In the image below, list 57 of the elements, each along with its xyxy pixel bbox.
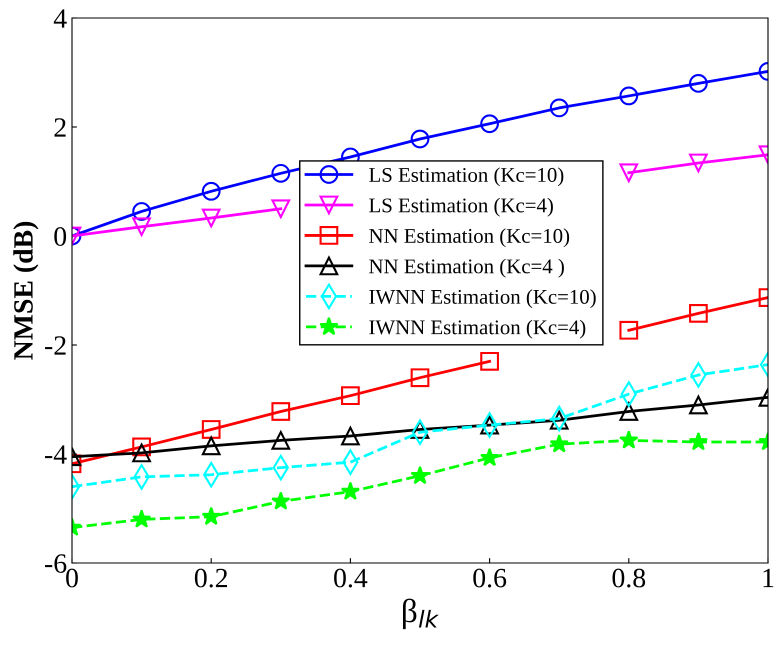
legend-label: IWNN Estimation (Kc=4) <box>369 320 586 339</box>
point <box>619 163 638 182</box>
point <box>689 304 708 323</box>
point <box>271 430 290 450</box>
point <box>132 509 152 528</box>
x-tick-label: 0.8 <box>612 568 646 588</box>
x-tick-label: 0.2 <box>194 568 228 588</box>
point <box>619 402 638 421</box>
point <box>410 466 430 484</box>
point <box>480 416 499 434</box>
x-tick-label: 1 <box>764 568 774 588</box>
point <box>271 491 290 510</box>
point <box>550 98 569 118</box>
point <box>550 410 569 430</box>
x-tick-label: 0.4 <box>334 568 368 588</box>
legend-label: LS Estimation (Kc=4) <box>369 198 553 217</box>
point <box>619 86 638 106</box>
y-tick-label: -2 <box>45 336 66 355</box>
y-tick-label: 0 <box>54 227 66 246</box>
point <box>689 74 708 93</box>
legend-label: LS Estimation (Kc=10) <box>369 167 564 186</box>
point <box>480 114 499 134</box>
point <box>271 199 290 218</box>
y-tick-label: -6 <box>45 554 66 573</box>
y-axis-title: NMSE (dB) <box>13 222 38 360</box>
y-tick-label: 4 <box>54 9 67 28</box>
y-tick-label: -4 <box>45 445 67 464</box>
point <box>341 426 360 446</box>
point <box>132 202 151 221</box>
x-axis-title: β$_{lk}$ <box>402 598 439 630</box>
point <box>410 130 430 148</box>
legend-label: NN Estimation (Kc=4 ) <box>369 258 564 278</box>
point <box>688 432 708 450</box>
point <box>132 217 151 236</box>
point <box>340 482 360 500</box>
legend-label: NN Estimation (Kc=10) <box>369 228 570 248</box>
point <box>202 182 221 201</box>
point <box>132 444 151 462</box>
point <box>202 506 221 526</box>
point <box>271 164 290 183</box>
point <box>410 368 430 388</box>
point <box>689 154 708 172</box>
point <box>132 438 151 456</box>
point <box>202 420 221 439</box>
point <box>341 386 360 406</box>
point <box>480 448 500 466</box>
point <box>619 320 638 340</box>
point <box>550 434 569 453</box>
point <box>271 402 290 421</box>
point <box>202 436 221 456</box>
y-tick-label: 2 <box>54 118 66 137</box>
x-tick-label: 0.6 <box>473 568 506 588</box>
point <box>480 352 499 371</box>
point <box>619 430 638 449</box>
point <box>689 396 708 414</box>
point <box>202 208 221 228</box>
legend-label: IWNN Estimation (Kc=10) <box>369 289 596 308</box>
